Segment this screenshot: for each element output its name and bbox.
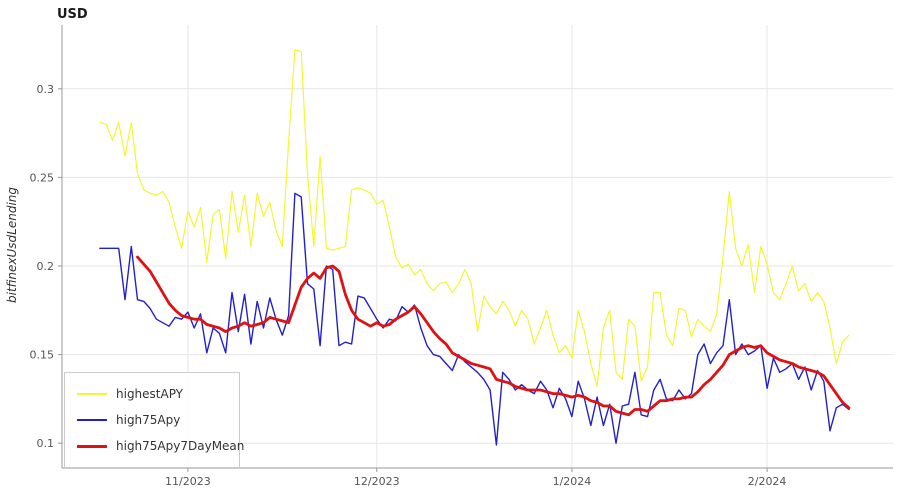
x-tick-label: 12/2023 xyxy=(354,475,400,488)
y-tick-label: 0.1 xyxy=(37,437,55,450)
legend: highestAPY high75Apy high75Apy7DayMean xyxy=(64,372,244,468)
chart-title: USD xyxy=(57,7,88,22)
legend-swatch-high75Apy7DayMean xyxy=(77,444,107,448)
legend-label-high75Apy7DayMean: high75Apy7DayMean xyxy=(116,439,245,453)
legend-label-high75Apy: high75Apy xyxy=(116,413,181,427)
legend-item-high75Apy[interactable]: high75Apy xyxy=(77,407,227,433)
y-tick-label: 0.15 xyxy=(30,349,55,362)
x-tick-label: 2/2024 xyxy=(748,475,787,488)
y-tick-label: 0.3 xyxy=(37,83,55,96)
x-tick-label: 11/2023 xyxy=(165,475,211,488)
legend-swatch-highestAPY xyxy=(77,393,107,395)
y-tick-label: 0.2 xyxy=(37,260,55,273)
series-line-high75Apy7DayMean xyxy=(136,255,851,417)
series-line-high75Apy xyxy=(99,192,850,446)
legend-swatch-high75Apy xyxy=(77,419,107,421)
y-tick-label: 0.25 xyxy=(30,171,55,184)
legend-item-highestAPY[interactable]: highestAPY xyxy=(77,381,227,407)
series-line-highestAPY xyxy=(99,49,850,388)
legend-item-high75Apy7DayMean[interactable]: high75Apy7DayMean xyxy=(77,433,244,459)
legend-label-highestAPY: highestAPY xyxy=(116,387,184,401)
x-tick-label: 1/2024 xyxy=(553,475,592,488)
